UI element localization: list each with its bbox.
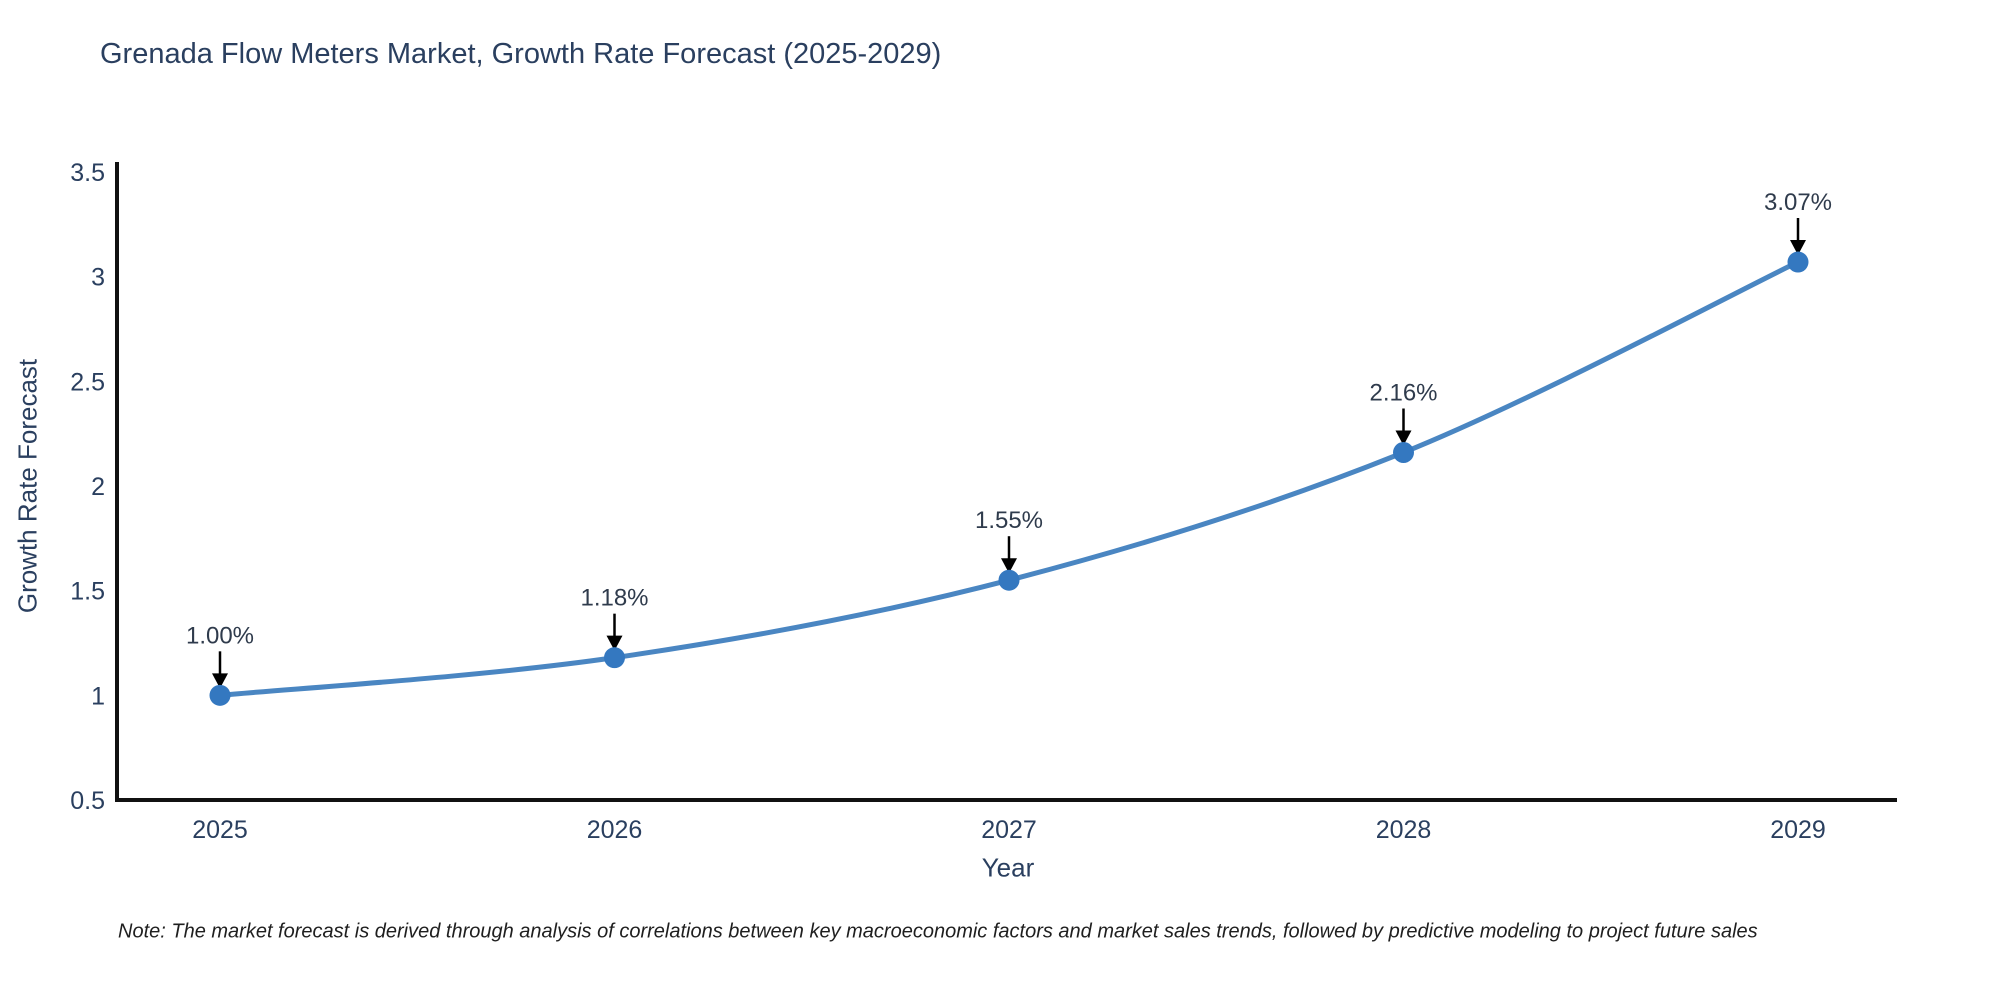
x-tick-label: 2028 xyxy=(1376,816,1432,844)
y-tick-label: 1 xyxy=(91,682,105,710)
y-tick-label: 2.5 xyxy=(70,368,105,396)
y-tick-label: 0.5 xyxy=(70,787,105,815)
data-point[interactable] xyxy=(1393,442,1414,464)
y-tick-label: 1.5 xyxy=(70,578,105,606)
annotation-arrowhead xyxy=(1790,240,1806,256)
x-tick-label: 2027 xyxy=(981,816,1037,844)
x-tick-label: 2029 xyxy=(1770,816,1826,844)
footnote-text: Note: The market forecast is derived thr… xyxy=(118,920,1758,943)
data-point[interactable] xyxy=(209,684,231,706)
x-axis-title: Year xyxy=(981,852,1035,883)
annotation-arrowhead xyxy=(212,673,228,689)
forecast-line xyxy=(217,259,1801,698)
point-value-label: 1.18% xyxy=(580,585,648,612)
y-tick-label: 3 xyxy=(91,264,105,292)
y-tick-label: 3.5 xyxy=(70,159,105,187)
data-point[interactable] xyxy=(998,569,1020,591)
y-tick-label: 2 xyxy=(91,473,105,501)
chart-title: Grenada Flow Meters Market, Growth Rate … xyxy=(100,38,942,70)
annotation-arrowhead xyxy=(1395,430,1412,446)
point-value-label: 3.07% xyxy=(1764,189,1832,216)
x-tick-label: 2026 xyxy=(587,816,643,844)
annotation-arrowhead xyxy=(1001,558,1017,574)
data-point[interactable] xyxy=(604,647,625,669)
annotation-arrowhead xyxy=(606,635,623,651)
x-tick-label: 2025 xyxy=(192,816,248,844)
point-value-label: 1.00% xyxy=(186,622,254,649)
point-value-label: 2.16% xyxy=(1369,380,1437,407)
data-point[interactable] xyxy=(1787,251,1809,273)
point-value-label: 1.55% xyxy=(975,507,1043,534)
